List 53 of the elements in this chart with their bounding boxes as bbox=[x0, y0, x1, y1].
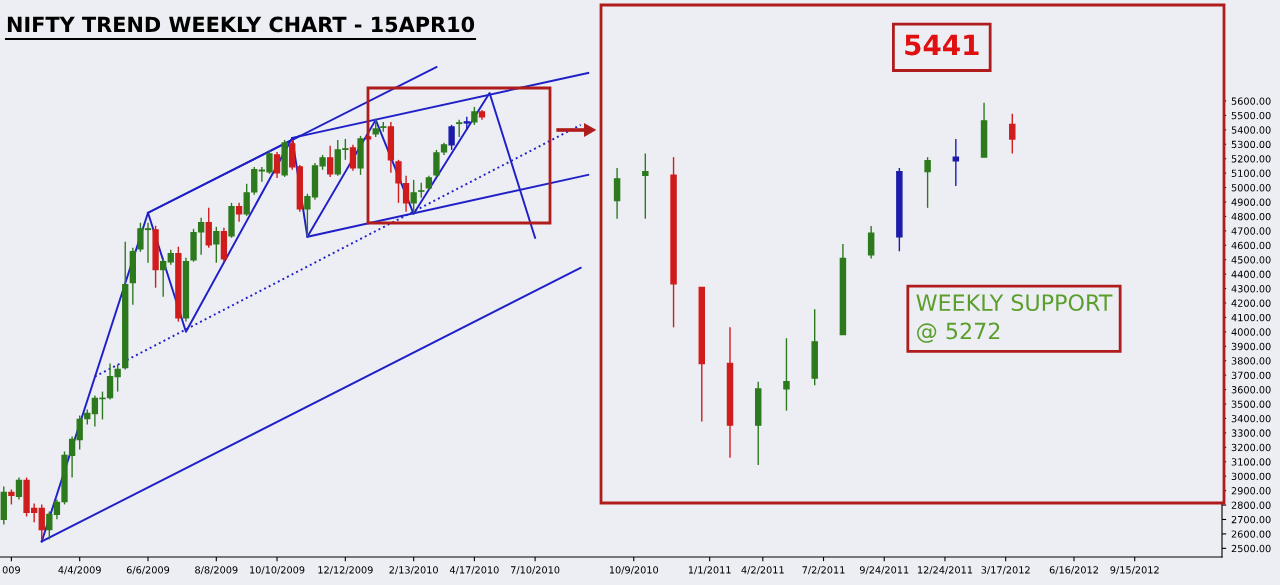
y-tick-label: 5000.00 bbox=[1231, 184, 1271, 192]
y-tick-label: 4300.00 bbox=[1231, 285, 1271, 293]
y-tick-label: 3500.00 bbox=[1231, 400, 1271, 408]
x-tick-label: 6/16/2012 bbox=[1049, 566, 1098, 575]
y-tick-label: 4900.00 bbox=[1231, 198, 1271, 206]
y-tick-label: 4800.00 bbox=[1231, 212, 1271, 221]
chart-title: NIFTY TREND WEEKLY CHART - 15APR10 bbox=[7, 16, 475, 33]
annotation: 5441 bbox=[905, 34, 979, 56]
y-tick-label: 3900.00 bbox=[1231, 342, 1271, 351]
x-tick-label: 10/10/2009 bbox=[250, 566, 305, 575]
x-tick-label: 2/13/2010 bbox=[389, 566, 438, 575]
y-tick-label: 5400.00 bbox=[1231, 126, 1271, 134]
y-tick-label: 2500.00 bbox=[1231, 544, 1271, 553]
y-tick-label: 3800.00 bbox=[1231, 357, 1271, 365]
x-tick-label: 12/12/2009 bbox=[318, 566, 373, 575]
y-tick-label: 4000.00 bbox=[1231, 328, 1271, 336]
y-tick-label: 4400.00 bbox=[1231, 270, 1271, 278]
y-tick-label: 3000.00 bbox=[1231, 472, 1271, 481]
y-tick-label: 5100.00 bbox=[1231, 169, 1271, 177]
x-tick-label: 3/17/2012 bbox=[981, 566, 1030, 575]
y-tick-label: 3400.00 bbox=[1231, 414, 1271, 423]
x-tick-label: 7/10/2010 bbox=[510, 566, 560, 575]
x-tick-label: 9/24/2011 bbox=[859, 566, 909, 575]
x-tick-label: 4/17/2010 bbox=[449, 566, 499, 575]
y-tick-label: 5300.00 bbox=[1231, 140, 1271, 149]
y-tick-label: 5500.00 bbox=[1231, 111, 1271, 120]
x-tick-label: 10/9/2010 bbox=[609, 566, 659, 575]
y-tick-label: 3100.00 bbox=[1231, 458, 1271, 466]
y-tick-label: 5600.00 bbox=[1231, 97, 1271, 105]
annotation: WEEKLY SUPPORT @ 5272 bbox=[916, 294, 1113, 343]
x-tick-label: 7/2/2011 bbox=[802, 566, 845, 575]
y-tick-label: 4600.00 bbox=[1231, 241, 1271, 250]
x-tick-label: 9/15/2012 bbox=[1110, 566, 1159, 575]
y-tick-label: 3300.00 bbox=[1231, 429, 1271, 437]
x-tick-label: 6/6/2009 bbox=[126, 566, 170, 575]
x-tick-label: 4/2/2011 bbox=[741, 566, 784, 575]
y-tick-label: 2900.00 bbox=[1231, 487, 1271, 495]
x-tick-label: 009 bbox=[2, 566, 20, 574]
x-tick-label: 8/8/2009 bbox=[195, 566, 238, 575]
y-tick-label: 3700.00 bbox=[1231, 371, 1271, 379]
y-tick-label: 3600.00 bbox=[1231, 386, 1271, 394]
x-tick-label: 1/1/2011 bbox=[688, 566, 731, 575]
y-tick-label: 4100.00 bbox=[1231, 313, 1271, 322]
y-tick-label: 2600.00 bbox=[1231, 530, 1271, 538]
y-tick-label: 5200.00 bbox=[1231, 155, 1271, 163]
y-tick-label: 4700.00 bbox=[1231, 227, 1271, 235]
y-tick-label: 2700.00 bbox=[1231, 515, 1271, 524]
x-tick-label: 4/4/2009 bbox=[58, 566, 101, 575]
y-tick-label: 3200.00 bbox=[1231, 443, 1271, 452]
y-tick-label: 4200.00 bbox=[1231, 299, 1271, 307]
y-tick-label: 2800.00 bbox=[1231, 501, 1271, 509]
y-tick-label: 4500.00 bbox=[1231, 256, 1271, 264]
x-tick-label: 12/24/2011 bbox=[918, 566, 973, 575]
